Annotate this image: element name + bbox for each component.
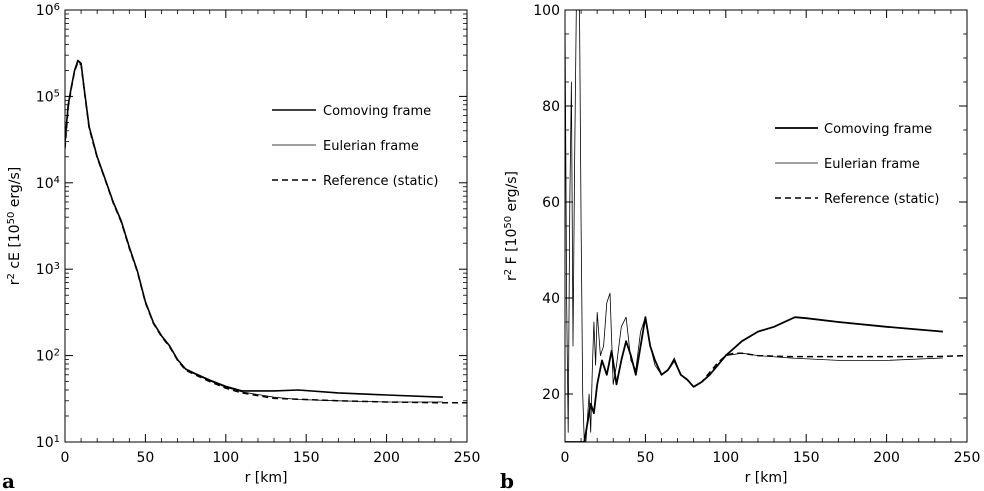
panel-a-x-tick-label: 50 [136, 450, 154, 466]
panel-b-y-tick-label: 100 [533, 3, 560, 19]
panel-a-x-axis-label: r [km] [245, 470, 288, 486]
panel-a-y-tick-label: 101 [36, 434, 60, 452]
panel-b-x-tick-label: 200 [873, 450, 900, 466]
panel-b-series-eulerian [565, 10, 943, 442]
panel-a-y-ticks: 101 102 103 104 105 106 [36, 2, 467, 452]
panel-a-y-tick-label: 103 [36, 261, 60, 279]
panel-a-y-tick-label: 105 [36, 88, 60, 106]
panel-b-y-tick-label: 20 [542, 387, 560, 403]
panel-a-x-tick-label: 200 [373, 450, 400, 466]
panel-b-x-axis-label: r [km] [745, 470, 788, 486]
panel-b-label: b [500, 469, 514, 491]
panel-a-legend-label-comoving: Comoving frame [323, 104, 431, 119]
panel-a-y-tick-label: 102 [36, 347, 60, 365]
panel-a-legend: Comoving frame Eulerian frame Reference … [272, 104, 438, 189]
panel-a-series-reference [65, 61, 467, 404]
panel-a-x-tick-label: 150 [293, 450, 320, 466]
panel-a-y-tick-label: 106 [36, 2, 60, 20]
panel-b-legend-label-comoving: Comoving frame [824, 122, 932, 137]
panel-b-x-tick-label: 250 [954, 450, 981, 466]
panel-b: 0 50 100 150 200 250 20 40 60 80 100 r [km] r2 F … [500, 3, 980, 491]
panel-b-x-tick-label: 0 [561, 450, 570, 466]
panel-a-y-axis-label: r2 cE [1050 erg/s] [6, 167, 24, 286]
panel-a: 0 50 100 150 200 250 101 102 103 104 105 106 r [km… [2, 2, 480, 491]
panel-a-frame [64, 9, 468, 443]
panel-b-legend: Comoving frame Eulerian frame Reference … [775, 122, 939, 207]
panel-b-y-tick-label: 60 [542, 195, 560, 211]
panel-b-y-axis-label: r2 F [1050 erg/s] [503, 171, 521, 281]
panel-b-series [565, 10, 967, 442]
panel-a-x-tick-label: 100 [212, 450, 239, 466]
panel-b-y-tick-label: 80 [542, 99, 560, 115]
panel-a-x-ticks: 0 50 100 150 200 250 [61, 10, 481, 466]
panel-a-x-tick-label: 250 [454, 450, 481, 466]
panel-a-legend-label-reference: Reference (static) [323, 174, 438, 189]
panel-b-legend-label-eulerian: Eulerian frame [824, 157, 920, 172]
panel-b-y-ticks: 20 40 60 80 100 [533, 3, 967, 443]
panel-b-x-tick-label: 100 [712, 450, 739, 466]
panel-b-legend-label-reference: Reference (static) [824, 192, 939, 207]
panel-b-series-reference [661, 352, 967, 388]
panel-a-series [65, 59, 467, 404]
panel-a-x-tick-label: 0 [61, 450, 70, 466]
panel-b-x-ticks: 0 50 100 150 200 250 [561, 10, 981, 466]
panel-b-x-tick-label: 150 [793, 450, 820, 466]
panel-b-y-tick-label: 40 [542, 291, 560, 307]
panel-a-y-tick-label: 104 [36, 174, 60, 192]
panel-b-x-tick-label: 50 [636, 450, 654, 466]
panel-b-series-comoving [565, 316, 943, 442]
panel-a-legend-label-eulerian: Eulerian frame [323, 139, 419, 154]
panel-a-label: a [2, 469, 15, 491]
panel-b-frame [564, 9, 968, 443]
